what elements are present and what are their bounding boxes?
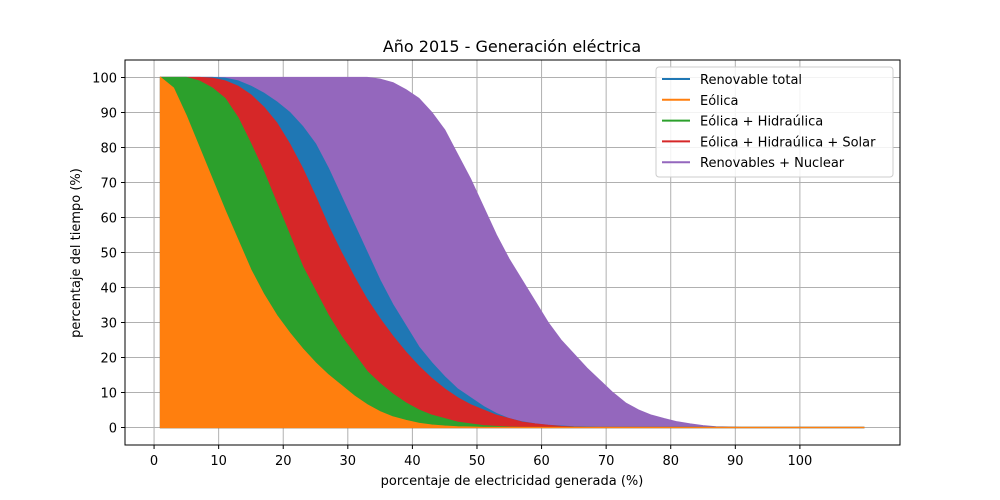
axis-ticks: 0 10 20 30 40 50 60 70 80 90 100 0 10 20 30 40 50 60 70 80 9… <box>92 72 812 470</box>
x-tick-label-50: 50 <box>469 454 486 469</box>
chart-title: Año 2015 - Generación eléctrica <box>383 37 641 56</box>
x-tick-label-60: 60 <box>533 454 550 469</box>
legend-label-renovable-total: Renovable total <box>700 73 802 88</box>
x-tick-label-10: 10 <box>210 454 227 469</box>
x-axis-title: porcentaje de electricidad generada (%) <box>381 474 644 489</box>
x-tick-label-80: 80 <box>662 454 679 469</box>
x-tick-label-70: 70 <box>598 454 615 469</box>
y-tick-label-100: 100 <box>92 72 117 87</box>
y-tick-label-60: 60 <box>100 212 117 227</box>
x-tick-label-40: 40 <box>404 454 421 469</box>
y-tick-label-40: 40 <box>100 282 117 297</box>
y-tick-label-90: 90 <box>100 107 117 122</box>
legend: Renovable total Eólica Eólica + Hidraúlica… <box>655 66 894 178</box>
x-tick-label-30: 30 <box>340 454 357 469</box>
x-tick-label-0: 0 <box>150 454 158 469</box>
plot-areas <box>159 76 865 429</box>
legend-label-renovables-nuclear: Renovables + Nuclear <box>700 156 845 171</box>
legend-box <box>655 66 894 178</box>
y-tick-label-70: 70 <box>100 177 117 192</box>
y-tick-label-20: 20 <box>100 352 117 367</box>
y-tick-label-30: 30 <box>100 317 117 332</box>
y-tick-label-80: 80 <box>100 142 117 157</box>
y-axis-title: percentaje del tiempo (%) <box>69 168 84 338</box>
y-tick-label-50: 50 <box>100 247 117 262</box>
area-eolica <box>159 76 865 429</box>
legend-label-eolica: Eólica <box>700 94 739 109</box>
x-tick-label-100: 100 <box>787 454 812 469</box>
y-tick-label-0: 0 <box>109 422 117 437</box>
legend-label-eolica-hidraulica-solar: Eólica + Hidraúlica + Solar <box>700 135 876 150</box>
y-tick-label-10: 10 <box>100 387 117 402</box>
x-tick-label-90: 90 <box>727 454 744 469</box>
x-tick-label-20: 20 <box>275 454 292 469</box>
legend-label-eolica-hidraulica: Eólica + Hidraúlica <box>700 115 823 130</box>
